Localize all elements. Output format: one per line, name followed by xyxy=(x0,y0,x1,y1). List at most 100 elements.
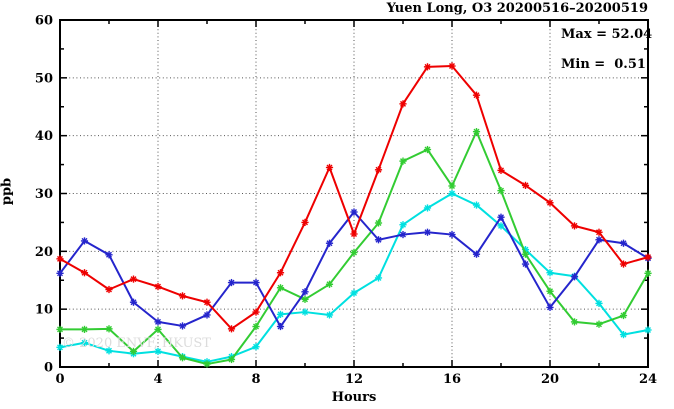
red-line-marker xyxy=(350,230,358,238)
cyan-line-marker xyxy=(301,308,309,316)
cyan-line-marker xyxy=(497,222,505,230)
marker-stroke xyxy=(204,311,210,318)
blue-line-marker xyxy=(472,250,481,258)
chart-title: Yuen Long, O3 20200516–20200519 xyxy=(386,1,648,16)
marker-stroke xyxy=(571,318,578,325)
marker-stroke xyxy=(620,261,627,268)
marker-stroke xyxy=(596,236,602,243)
blue-line-marker xyxy=(105,251,113,259)
marker-stroke xyxy=(375,274,382,281)
red-line-marker xyxy=(521,181,530,190)
green-line-marker xyxy=(325,280,334,288)
red-line-marker xyxy=(374,166,383,174)
marker-stroke xyxy=(228,356,235,363)
marker-stroke xyxy=(253,323,259,330)
marker-stroke xyxy=(571,222,578,229)
red-line-marker xyxy=(644,253,652,261)
cyan-line-marker xyxy=(595,299,603,307)
green-line-marker xyxy=(56,325,64,334)
marker-stroke xyxy=(326,281,333,288)
blue-line-marker xyxy=(129,298,138,306)
marker-stroke xyxy=(130,348,137,355)
blue-line-marker xyxy=(521,260,530,268)
red-line-marker xyxy=(570,222,579,230)
marker-stroke xyxy=(155,318,161,325)
marker-stroke xyxy=(449,63,455,70)
blue-line-marker xyxy=(619,239,628,247)
marker-stroke xyxy=(645,326,651,333)
cyan-line-marker xyxy=(644,326,652,334)
marker-stroke xyxy=(498,167,504,174)
red-line-marker xyxy=(80,269,89,277)
red-line-marker xyxy=(497,166,505,174)
marker-stroke xyxy=(571,273,578,280)
marker-stroke xyxy=(179,322,186,329)
watermark: © 2020 ENVF, HKUST xyxy=(62,336,211,351)
marker-stroke xyxy=(326,311,333,318)
x-tick-label: 12 xyxy=(345,372,363,387)
green-line-marker xyxy=(644,269,652,277)
cyan-line-marker xyxy=(56,343,64,351)
marker-stroke xyxy=(253,309,259,316)
green-line-marker xyxy=(497,187,505,195)
green-line-marker xyxy=(472,128,481,136)
marker-stroke xyxy=(620,331,627,338)
marker-stroke xyxy=(375,166,382,173)
green-line-marker xyxy=(423,145,432,154)
marker-stroke xyxy=(106,325,112,332)
marker-stroke xyxy=(400,100,406,107)
marker-stroke xyxy=(596,300,602,307)
blue-line-marker xyxy=(546,303,554,312)
blue-line-marker xyxy=(570,273,579,281)
y-tick-label: 50 xyxy=(35,71,53,86)
marker-stroke xyxy=(547,269,553,276)
marker-stroke xyxy=(351,230,357,237)
marker-stroke xyxy=(204,299,210,306)
marker-stroke xyxy=(449,190,455,197)
cyan-line-marker xyxy=(374,274,383,282)
marker-stroke xyxy=(473,202,480,209)
marker-stroke xyxy=(449,231,455,238)
marker-stroke xyxy=(57,344,63,351)
x-tick-label: 16 xyxy=(443,372,461,387)
blue-line-marker xyxy=(423,228,432,236)
marker-stroke xyxy=(424,204,431,211)
marker-stroke xyxy=(351,249,357,256)
red-line-marker xyxy=(595,228,603,236)
marker-stroke xyxy=(253,343,259,350)
marker-stroke xyxy=(547,288,553,295)
marker-stroke xyxy=(106,286,112,293)
red-line-marker xyxy=(56,255,64,263)
marker-stroke xyxy=(277,311,284,318)
marker-stroke xyxy=(596,229,602,236)
cyan-line-marker xyxy=(276,310,285,318)
cyan-line-marker xyxy=(423,204,432,212)
marker-stroke xyxy=(375,220,382,226)
green-line-marker xyxy=(178,354,187,362)
marker-stroke xyxy=(473,92,480,99)
red-line-marker xyxy=(619,260,628,268)
blue-line-marker xyxy=(325,239,334,247)
x-axis-label: Hours xyxy=(331,390,377,405)
marker-stroke xyxy=(620,240,627,247)
blue-line-marker xyxy=(595,236,603,244)
blue-line-marker xyxy=(448,230,456,239)
marker-stroke xyxy=(277,269,284,276)
marker-stroke xyxy=(130,299,137,306)
red-line-marker xyxy=(178,292,187,300)
marker-stroke xyxy=(277,323,284,330)
green-line-marker xyxy=(276,284,285,292)
marker-stroke xyxy=(449,182,455,189)
marker-stroke xyxy=(326,164,333,171)
green-line-marker xyxy=(619,311,628,320)
x-tick-label: 4 xyxy=(153,372,162,387)
blue-line-marker xyxy=(350,208,358,216)
marker-stroke xyxy=(204,361,210,368)
red-line-marker xyxy=(325,163,334,172)
marker-stroke xyxy=(155,283,161,290)
marker-stroke xyxy=(130,276,137,283)
cyan-line-marker xyxy=(80,339,89,347)
marker-stroke xyxy=(547,304,553,311)
